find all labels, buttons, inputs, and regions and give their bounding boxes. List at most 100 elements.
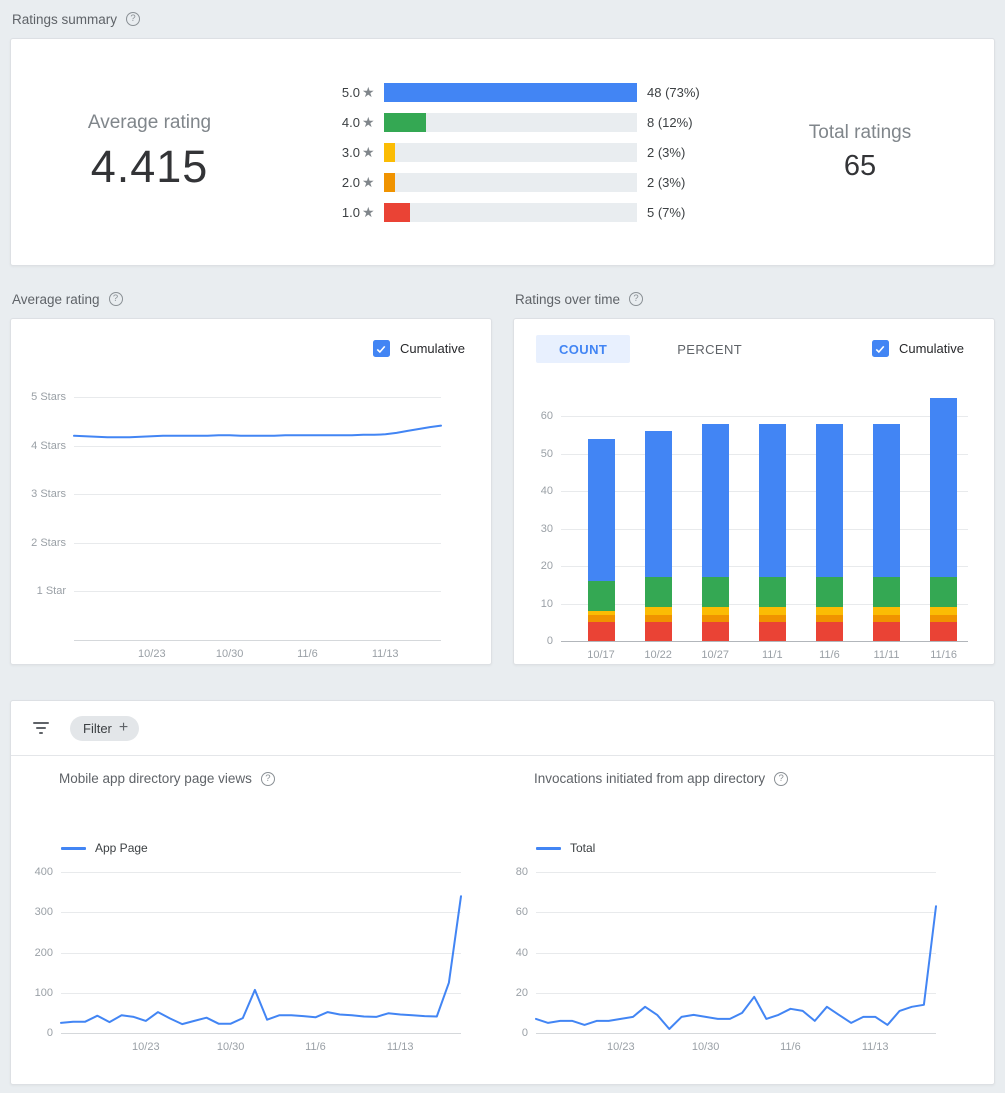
rating-distribution-row: 2.0 ★ 2 (3%)	[336, 172, 702, 192]
bar-segment	[815, 423, 843, 578]
rating-count-label: 8 (12%)	[647, 114, 693, 130]
grid-line: 100	[35, 987, 461, 999]
help-icon[interactable]: ?	[774, 771, 789, 786]
average-rating-chart-card: Cumulative 5 Stars 4 Stars 3 Stars 2 Stars 1…	[10, 318, 492, 665]
tab-percent[interactable]: PERCENT	[677, 341, 743, 357]
directory-metrics-card: Filter + Mobile app directory page views…	[10, 700, 995, 1085]
rating-count-label: 48 (73%)	[647, 84, 700, 100]
x-axis-tick-label: 10/30	[215, 648, 244, 660]
stacked-bar	[758, 423, 786, 641]
app-page-views-header: Mobile app directory page views ?	[59, 771, 486, 786]
bar-segment	[644, 431, 672, 578]
ratings-over-time-column: Ratings over time ? COUNT PERCENT Cumula…	[513, 288, 995, 665]
invocations-header: Invocations initiated from app directory…	[534, 771, 994, 786]
bar-segment	[701, 622, 729, 641]
x-axis: 10/23 10/30 11/6 11/13	[536, 1041, 936, 1055]
grid-line: 4 Stars	[31, 440, 441, 452]
filter-list-icon[interactable]	[33, 721, 51, 735]
grid-line: 40	[516, 947, 936, 959]
rating-count-label: 5 (7%)	[647, 204, 686, 220]
cumulative-toggle[interactable]: Cumulative	[372, 340, 465, 357]
legend-line-swatch	[536, 846, 561, 850]
bar-segment	[587, 438, 615, 582]
bar-segment	[758, 622, 786, 641]
x-axis-tick-label: 11/16	[930, 649, 957, 661]
bar-segment	[758, 577, 786, 608]
rating-bar-track	[384, 112, 637, 132]
star-icon: ★	[362, 113, 375, 130]
invocations-section: Invocations initiated from app directory…	[486, 756, 994, 1084]
bar-segment	[873, 614, 900, 623]
bar-segment	[930, 607, 958, 615]
grid-line: 5 Stars	[31, 391, 441, 403]
bar-segment	[930, 397, 958, 578]
rating-distribution-row: 5.0 ★ 48 (73%)	[336, 82, 702, 102]
x-axis-tick-label: 10/30	[216, 1041, 245, 1053]
cumulative-checkbox[interactable]	[871, 340, 889, 357]
help-icon[interactable]: ?	[629, 292, 644, 306]
x-axis-tick-label: 10/27	[701, 649, 729, 661]
grid-line: 1 Star	[37, 585, 441, 597]
bar-segment	[873, 607, 900, 615]
line-series	[535, 905, 937, 1030]
rating-bar-fill	[384, 142, 395, 162]
help-icon[interactable]: ?	[260, 771, 275, 786]
grid-line: 400	[35, 866, 461, 878]
x-axis-tick-label: 10/17	[587, 649, 615, 661]
rating-bar-track	[384, 142, 637, 162]
ratings-over-time-section-title: Ratings over time	[515, 291, 621, 307]
rating-count-label: 2 (3%)	[647, 144, 686, 160]
y-axis-tick-label: 0	[546, 635, 553, 647]
y-axis-tick-label: 40	[540, 485, 553, 498]
x-axis: 10/23 10/30 11/6 11/13	[74, 648, 441, 662]
filter-chip[interactable]: Filter +	[70, 715, 140, 741]
x-axis-tick-label: 11/6	[780, 1041, 801, 1053]
rating-bar-fill	[384, 82, 637, 102]
grid-line: 80	[516, 866, 936, 878]
x-axis-tick-label: 11/13	[386, 1041, 414, 1053]
cumulative-toggle[interactable]: Cumulative	[871, 340, 964, 357]
x-axis-tick-label: 11/6	[305, 1041, 326, 1053]
bar-segment	[815, 607, 843, 615]
checkmark-icon	[876, 345, 885, 353]
help-icon[interactable]: ?	[126, 12, 141, 26]
star-rating-label: 1.0	[341, 204, 360, 220]
star-icon: ★	[362, 173, 375, 190]
total-ratings-block: Total ratings 65	[702, 122, 994, 183]
rating-distribution-row: 3.0 ★ 2 (3%)	[336, 142, 702, 162]
bar-segment	[644, 577, 672, 608]
help-icon[interactable]: ?	[108, 292, 123, 306]
y-axis-tick-label: 10	[540, 597, 553, 610]
ratings-over-time-bar-chart: 60 50 40 30 20 10 0 10/17 10/22 10/27 11/1 11/6 11/1…	[541, 394, 968, 661]
total-ratings-label: Total ratings	[808, 121, 912, 143]
y-axis-tick-label: 0	[46, 1027, 53, 1039]
star-icon: ★	[362, 203, 375, 220]
grid-line	[74, 640, 441, 641]
bar-segment	[758, 614, 786, 623]
invocations-title: Invocations initiated from app directory	[534, 771, 766, 786]
star-icon: ★	[362, 143, 375, 160]
y-axis-tick-label: 100	[34, 986, 53, 999]
bar-segment	[701, 423, 729, 578]
cumulative-checkbox[interactable]	[372, 340, 390, 357]
average-rating-line-chart: 5 Stars 4 Stars 3 Stars 2 Stars 1 Star 10/23 1…	[31, 380, 442, 660]
bar-segment	[587, 581, 615, 612]
rating-distribution-row: 1.0 ★ 5 (7%)	[336, 202, 702, 222]
x-axis-tick-label: 11/13	[861, 1041, 889, 1053]
y-axis-tick-label: 0	[521, 1027, 528, 1039]
y-axis-tick-label: 40	[515, 946, 528, 959]
x-axis: 10/23 10/30 11/6 11/13	[61, 1041, 461, 1055]
bar-segment	[587, 614, 615, 623]
ratings-over-time-chart-card: COUNT PERCENT Cumulative 60 50 40 30 20 10 0 10…	[513, 318, 995, 665]
y-axis-tick-label: 80	[515, 866, 528, 878]
rating-bar-fill	[384, 112, 427, 132]
star-rating-label: 5.0	[341, 84, 360, 100]
tab-count[interactable]: COUNT	[536, 335, 631, 363]
bar-segment	[758, 607, 786, 615]
bar-segment	[873, 423, 900, 578]
rating-distribution-row: 4.0 ★ 8 (12%)	[336, 112, 702, 132]
x-axis-tick-label: 11/6	[819, 649, 840, 661]
grid-line: 0	[547, 635, 968, 647]
rating-bar-track	[384, 82, 637, 102]
grid-line: 0	[522, 1027, 936, 1039]
